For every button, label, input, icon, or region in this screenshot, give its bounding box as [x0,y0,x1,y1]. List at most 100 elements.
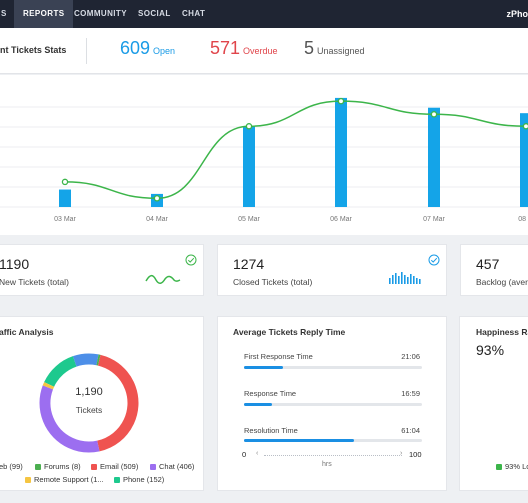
tickets-chart-panel: 03 Mar 04 Mar 05 Mar 06 Mar 07 Mar 08 M [0,75,528,235]
legend-swatch [150,464,156,471]
series-line [64,100,527,200]
chevron-left-icon[interactable]: ‹ [256,450,259,457]
data-point [153,195,161,202]
data-point [61,178,69,186]
reply-time-panel: Average Tickets Reply Time First Respons… [217,316,447,491]
chart-bar [428,107,440,207]
happiness-panel: Happiness Ra 93% 93% Lo [459,316,528,491]
top-nav: S REPORTS COMMUNITY SOCIAL CHAT zPho [0,0,528,28]
data-point [245,123,253,130]
open-label: Open [153,46,176,56]
chart-bar [520,113,528,207]
legend-forums[interactable]: Forums (8) [35,462,81,471]
overdue-count: 571 [210,38,241,58]
bar-fill [244,403,273,406]
overdue-stat[interactable]: 571 Overdue [210,38,278,59]
happiness-value: 93% [476,342,505,358]
nav-item-reports[interactable]: REPORTS [14,0,74,28]
unassigned-count: 5 [304,38,315,58]
x-tick-label: 06 Mar [330,216,352,223]
first-response-value: 21:06 [401,352,420,361]
kpi-card-backlog[interactable]: 457 Backlog (avera [460,244,528,296]
x-tick-label: 03 Mar [54,216,76,223]
traffic-donut-chart [31,345,148,462]
check-circle-icon [428,254,440,266]
legend-swatch [114,477,120,484]
legend-chat[interactable]: Chat (406) [150,462,194,471]
brand-logo[interactable]: zPho [506,9,528,19]
nav-item-chat[interactable]: CHAT [182,9,206,18]
overdue-label: Overdue [243,46,278,56]
bar-fill [244,366,284,369]
kpi-closed-value: 1274 [233,256,265,272]
divider [86,38,87,64]
x-tick-label: 08 M [518,216,528,223]
kpi-card-closed[interactable]: 1274 Closed Tickets (total) [217,244,447,296]
donut-segment[interactable] [31,345,148,462]
legend-email[interactable]: Email (509) [91,462,138,471]
open-count: 609 [120,38,151,58]
kpi-backlog-label: Backlog (avera [476,277,528,287]
chart-bar [59,189,71,207]
legend-web[interactable]: eb (99) [0,462,23,471]
first-response-bar [244,366,422,369]
chart-bar [243,126,255,207]
nav-item-community[interactable]: COMMUNITY [74,9,127,18]
bar-sparkline-icon [389,272,421,284]
legend-label: Email (509) [100,462,139,471]
legend-swatch [91,464,97,471]
response-label: Response Time [244,389,297,398]
chevron-right-icon[interactable]: › [400,450,403,457]
legend-remote-support[interactable]: Remote Support (1... [25,475,104,484]
unassigned-stat[interactable]: 5 Unassigned [304,38,365,59]
donut-center-value: 1,190 [75,386,103,398]
resolution-bar [244,439,422,442]
donut-segment[interactable] [31,345,148,462]
traffic-title: affic Analysis [0,327,54,337]
x-tick-label: 07 Mar [423,216,445,223]
donut-segment[interactable] [31,345,148,462]
reply-title: Average Tickets Reply Time [233,327,346,337]
kpi-new-label: New Tickets (total) [0,277,69,287]
donut-center-label: Tickets [75,405,103,415]
legend-label: Remote Support (1... [34,475,104,484]
legend-label: 93% Lo [505,462,528,471]
kpi-new-value: 1190 [0,256,30,272]
chart-bar [335,97,347,207]
scale-max: 100 [409,450,422,459]
tickets-chart: 03 Mar 04 Mar 05 Mar 06 Mar 07 Mar 08 M [0,97,528,223]
response-value: 16:59 [401,389,420,398]
check-circle-icon [185,254,197,266]
scale-track [264,455,402,456]
stats-bar: nt Tickets Stats 609 Open 571 Overdue 5 Una… [0,28,528,74]
x-tick-label: 05 Mar [238,216,260,223]
kpi-closed-label: Closed Tickets (total) [233,277,313,287]
legend-label: eb (99) [0,462,23,471]
unassigned-label: Unassigned [317,46,365,56]
bar-fill [244,439,355,442]
nav-item-social[interactable]: SOCIAL [138,9,171,18]
scale-unit: hrs [322,461,332,468]
x-tick-label: 04 Mar [146,216,168,223]
open-stat[interactable]: 609 Open [120,38,175,59]
data-point [430,111,438,118]
first-response-label: First Response Time [244,352,313,361]
sparkline-icon [145,274,181,284]
legend-label: Phone (152) [123,475,165,484]
resolution-value: 61:04 [401,426,420,435]
resolution-label: Resolution Time [244,426,298,435]
legend-label: Chat (406) [159,462,195,471]
traffic-analysis-panel: affic Analysis 1,190 Tickets eb (99) For… [0,316,204,491]
data-point [337,97,345,105]
happiness-legend: 93% Lo [496,462,528,471]
legend-swatch [496,464,502,471]
data-point [522,123,528,130]
kpi-card-new[interactable]: 1190 New Tickets (total) [0,244,204,296]
legend-phone[interactable]: Phone (152) [114,475,164,484]
kpi-backlog-value: 457 [476,256,500,272]
scale-min: 0 [242,450,247,459]
legend-label: Forums (8) [44,462,81,471]
nav-item-partial[interactable]: S [1,9,7,18]
happiness-title: Happiness Ra [476,327,528,337]
response-bar [244,403,422,406]
